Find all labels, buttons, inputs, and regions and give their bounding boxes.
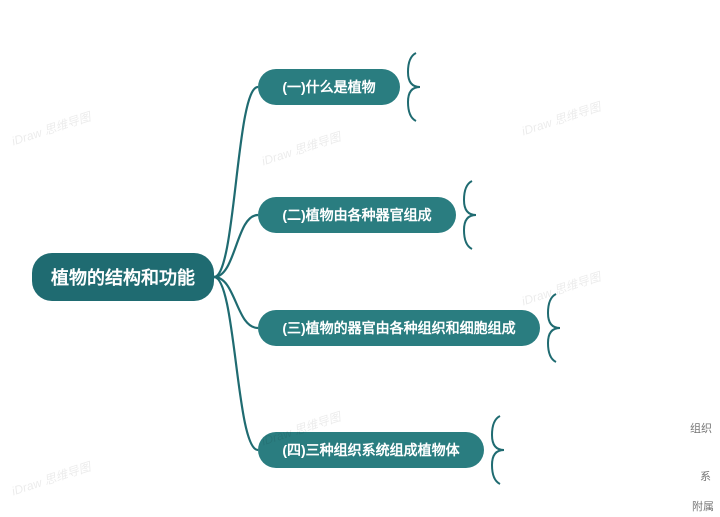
bracket-1 xyxy=(408,53,420,121)
child-node-3[interactable]: (三)植物的器官由各种组织和细胞组成 xyxy=(258,310,540,346)
child-node-4[interactable]: (四)三种组织系统组成植物体 xyxy=(258,432,484,468)
child-node-2[interactable]: (二)植物由各种器官组成 xyxy=(258,197,456,233)
edge-text-fragment: 系 xyxy=(700,468,711,484)
bracket-3 xyxy=(548,294,560,362)
connector-2 xyxy=(214,215,258,277)
edge-text-fragment: 组织 xyxy=(690,420,712,436)
edge-text-fragment: 附属 xyxy=(692,498,714,514)
bracket-2 xyxy=(464,181,476,249)
child-node-1[interactable]: (一)什么是植物 xyxy=(258,69,400,105)
root-node[interactable]: 植物的结构和功能 xyxy=(32,253,214,301)
bracket-4 xyxy=(492,416,504,484)
